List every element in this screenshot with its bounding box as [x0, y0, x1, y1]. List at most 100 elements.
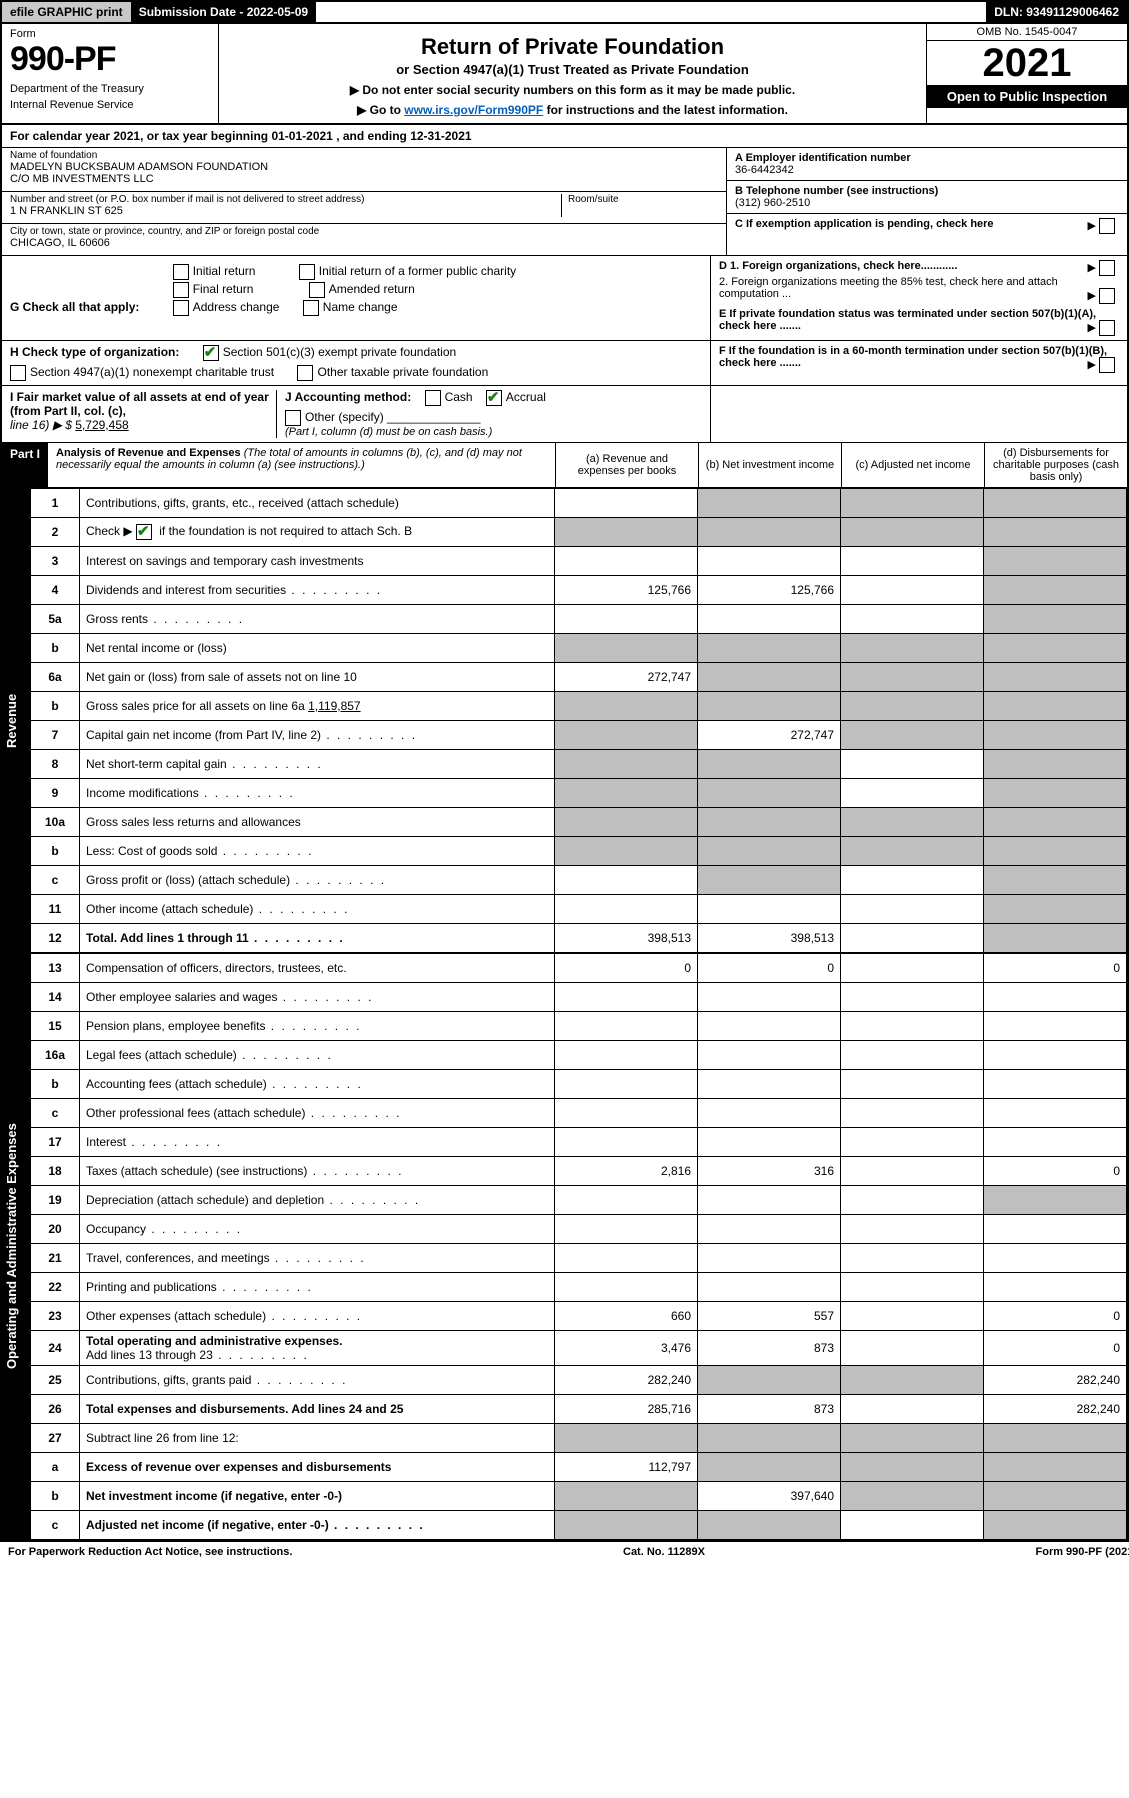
- entity-left: Name of foundation MADELYN BUCKSBAUM ADA…: [2, 148, 726, 255]
- r4-a: 125,766: [555, 576, 698, 605]
- g1-label: Initial return: [193, 264, 256, 278]
- r15-label: Pension plans, employee benefits: [80, 1012, 555, 1041]
- row-12: 12Total. Add lines 1 through 11398,51339…: [31, 924, 1127, 953]
- ein-row: A Employer identification number 36-6442…: [727, 148, 1127, 181]
- j-accrual: Accrual: [506, 390, 546, 404]
- cb-d2[interactable]: [1099, 288, 1115, 304]
- r2-post: if the foundation is not required to att…: [159, 524, 412, 538]
- row-23: 23Other expenses (attach schedule)660557…: [31, 1302, 1127, 1331]
- row-5a: 5aGross rents: [31, 605, 1127, 634]
- row-16c: cOther professional fees (attach schedul…: [31, 1099, 1127, 1128]
- cb-d1[interactable]: [1099, 260, 1115, 276]
- r6a-a: 272,747: [555, 663, 698, 692]
- r2-label: Check ▶ if the foundation is not require…: [80, 518, 555, 547]
- r25-d: 282,240: [984, 1366, 1127, 1395]
- r23-label: Other expenses (attach schedule): [80, 1302, 555, 1331]
- revenue-table: 1Contributions, gifts, grants, etc., rec…: [30, 488, 1127, 953]
- addr-label: Number and street (or P.O. box number if…: [10, 194, 561, 205]
- r16c-label: Other professional fees (attach schedule…: [80, 1099, 555, 1128]
- row-10a: 10aGross sales less returns and allowanc…: [31, 808, 1127, 837]
- expenses-section: Operating and Administrative Expenses 13…: [2, 953, 1127, 1540]
- topbar: efile GRAPHIC print Submission Date - 20…: [2, 2, 1127, 24]
- part1-header: Part I Analysis of Revenue and Expenses …: [2, 443, 1127, 488]
- ij-right: [710, 386, 1127, 442]
- cb-amended[interactable]: [309, 282, 325, 298]
- row-7: 7Capital gain net income (from Part IV, …: [31, 721, 1127, 750]
- row-27a: aExcess of revenue over expenses and dis…: [31, 1453, 1127, 1482]
- cb-accrual[interactable]: [486, 390, 502, 406]
- c-label: C If exemption application is pending, c…: [735, 218, 994, 230]
- row-9: 9Income modifications: [31, 779, 1127, 808]
- calyear-mid: , and ending: [336, 129, 410, 143]
- footer-mid: Cat. No. 11289X: [623, 1546, 705, 1558]
- submission-date: Submission Date - 2022-05-09: [131, 2, 316, 22]
- row-11: 11Other income (attach schedule): [31, 895, 1127, 924]
- cb-final-return[interactable]: [173, 282, 189, 298]
- row-13: 13Compensation of officers, directors, t…: [31, 954, 1127, 983]
- calyear-end: 12-31-2021: [410, 129, 471, 143]
- row-20: 20Occupancy: [31, 1215, 1127, 1244]
- cb-4947[interactable]: [10, 365, 26, 381]
- cb-schb[interactable]: [136, 524, 152, 540]
- name-label: Name of foundation: [10, 150, 718, 161]
- form-number: 990-PF: [10, 40, 210, 79]
- r24-bold: Total operating and administrative expen…: [86, 1334, 343, 1348]
- r7-b: 272,747: [698, 721, 841, 750]
- r27b-label: Net investment income (if negative, ente…: [80, 1482, 555, 1511]
- form-header: Form 990-PF Department of the Treasury I…: [2, 24, 1127, 125]
- g2-label: Final return: [193, 282, 254, 296]
- title-main: Return of Private Foundation: [229, 34, 916, 60]
- cb-initial-return[interactable]: [173, 264, 189, 280]
- cb-name-change[interactable]: [303, 300, 319, 316]
- cb-other-method[interactable]: [285, 410, 301, 426]
- part1-desc: Analysis of Revenue and Expenses (The to…: [48, 443, 555, 487]
- r4-label: Dividends and interest from securities: [80, 576, 555, 605]
- row-6a: 6aNet gain or (loss) from sale of assets…: [31, 663, 1127, 692]
- cb-initial-former[interactable]: [299, 264, 315, 280]
- row-3: 3Interest on savings and temporary cash …: [31, 547, 1127, 576]
- j-other: Other (specify): [305, 410, 384, 424]
- r27a-a: 112,797: [555, 1453, 698, 1482]
- r18-d: 0: [984, 1157, 1127, 1186]
- address-row: Number and street (or P.O. box number if…: [2, 192, 726, 224]
- g4-label: Initial return of a former public charit…: [319, 264, 516, 278]
- r23-a: 660: [555, 1302, 698, 1331]
- r18-a: 2,816: [555, 1157, 698, 1186]
- cb-e[interactable]: [1099, 320, 1115, 336]
- g-label: G Check all that apply:: [10, 300, 139, 314]
- r5b-label: Net rental income or (loss): [80, 634, 555, 663]
- r17-label: Interest: [80, 1128, 555, 1157]
- c-checkbox[interactable]: [1099, 218, 1115, 234]
- row-17: 17Interest: [31, 1128, 1127, 1157]
- r21-label: Travel, conferences, and meetings: [80, 1244, 555, 1273]
- r10a-label: Gross sales less returns and allowances: [80, 808, 555, 837]
- r12-b: 398,513: [698, 924, 841, 953]
- form-label: Form: [10, 28, 210, 40]
- revenue-section: Revenue 1Contributions, gifts, grants, e…: [2, 488, 1127, 953]
- cb-cash[interactable]: [425, 390, 441, 406]
- row-19: 19Depreciation (attach schedule) and dep…: [31, 1186, 1127, 1215]
- row-1: 1Contributions, gifts, grants, etc., rec…: [31, 489, 1127, 518]
- r27a-label: Excess of revenue over expenses and disb…: [80, 1453, 555, 1482]
- cb-other-taxable[interactable]: [297, 365, 313, 381]
- r6a-label: Net gain or (loss) from sale of assets n…: [80, 663, 555, 692]
- r12-a: 398,513: [555, 924, 698, 953]
- r6b-label: Gross sales price for all assets on line…: [80, 692, 555, 721]
- footer-right: Form 990-PF (2021): [1036, 1546, 1129, 1558]
- calyear-pre: For calendar year 2021, or tax year begi…: [10, 129, 271, 143]
- cb-address-change[interactable]: [173, 300, 189, 316]
- h-label: H Check type of organization:: [10, 345, 179, 359]
- section-h: H Check type of organization: Section 50…: [2, 341, 1127, 386]
- cb-501c3[interactable]: [203, 345, 219, 361]
- part1-badge: Part I: [2, 443, 48, 487]
- r10b-label: Less: Cost of goods sold: [80, 837, 555, 866]
- r6b-pre: Gross sales price for all assets on line…: [86, 699, 305, 713]
- h1-label: Section 501(c)(3) exempt private foundat…: [223, 345, 456, 359]
- row-14: 14Other employee salaries and wages: [31, 983, 1127, 1012]
- r24-label: Total operating and administrative expen…: [80, 1331, 555, 1366]
- irs-link[interactable]: www.irs.gov/Form990PF: [404, 103, 543, 117]
- cb-f[interactable]: [1099, 357, 1115, 373]
- r22-label: Printing and publications: [80, 1273, 555, 1302]
- row-2: 2Check ▶ if the foundation is not requir…: [31, 518, 1127, 547]
- city-value: CHICAGO, IL 60606: [10, 237, 718, 249]
